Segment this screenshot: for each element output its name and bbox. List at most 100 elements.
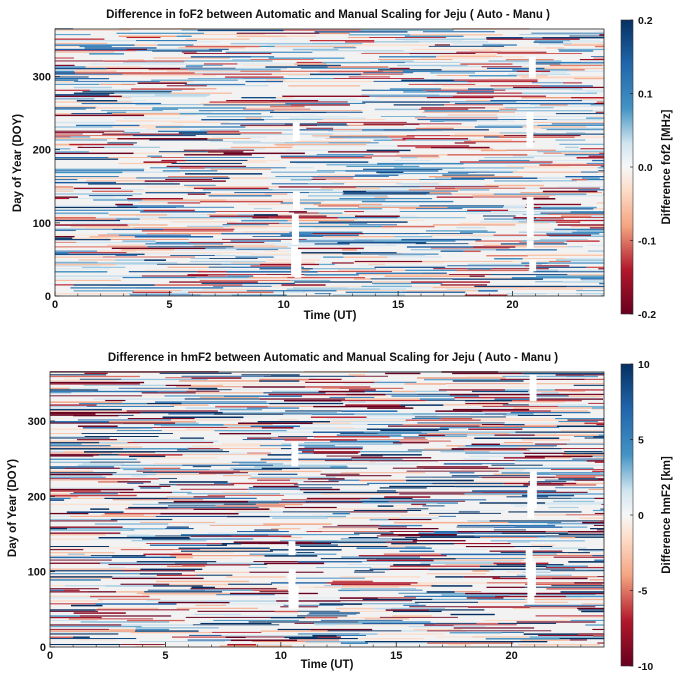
heatmap-cell xyxy=(257,479,291,481)
heatmap-cell xyxy=(411,418,442,420)
heatmap-cell xyxy=(427,433,510,435)
heatmap-cell xyxy=(418,434,445,436)
heatmap-cell xyxy=(50,591,89,593)
heatmap-cell xyxy=(592,116,604,117)
heatmap-cell xyxy=(570,40,600,42)
heatmap-cell xyxy=(157,263,222,265)
heatmap-cell xyxy=(104,497,168,500)
data-gap xyxy=(288,576,296,609)
heatmap-cell xyxy=(596,529,604,531)
heatmap-cell xyxy=(396,154,448,156)
heatmap-cell xyxy=(575,520,600,522)
heatmap-cell xyxy=(240,124,318,126)
heatmap-cell xyxy=(185,38,250,40)
heatmap-cell xyxy=(464,449,530,451)
heatmap-cell xyxy=(253,214,278,216)
heatmap-cell xyxy=(241,97,276,99)
heatmap-cell xyxy=(435,636,473,638)
heatmap-cell xyxy=(315,624,338,626)
heatmap-cell xyxy=(99,440,133,442)
heatmap-cell xyxy=(557,48,604,51)
heatmap-cell xyxy=(50,374,107,376)
heatmap-cell xyxy=(263,375,356,377)
heatmap-cell xyxy=(576,157,604,159)
heatmap-cell xyxy=(55,70,75,73)
heatmap-cell xyxy=(359,205,420,207)
heatmap-cell xyxy=(364,390,393,393)
heatmap-cell xyxy=(374,240,456,242)
heatmap-cell xyxy=(455,558,527,559)
heatmap-cell xyxy=(330,466,348,468)
heatmap-cell xyxy=(351,517,401,519)
heatmap-cell xyxy=(438,170,518,172)
heatmap-cell xyxy=(409,54,441,56)
heatmap-cell xyxy=(231,535,292,537)
heatmap-cell xyxy=(50,619,98,621)
hmf2-x-axis: 0 5 10 15 20 xyxy=(47,642,582,662)
heatmap-cell xyxy=(267,405,314,407)
heatmap-cell xyxy=(509,594,596,596)
heatmap-cell xyxy=(237,63,295,65)
heatmap-cell xyxy=(88,591,116,593)
heatmap-cell xyxy=(121,378,208,381)
heatmap-cell xyxy=(592,159,604,162)
heatmap-cell xyxy=(305,500,389,503)
heatmap-cell xyxy=(467,434,495,436)
heatmap-cell xyxy=(342,253,403,255)
heatmap-cell xyxy=(490,274,568,276)
heatmap-cell xyxy=(580,148,604,150)
heatmap-cell xyxy=(363,123,420,125)
heatmap-cell xyxy=(179,113,262,115)
heatmap-cell xyxy=(50,472,117,474)
heatmap-cell xyxy=(259,398,346,400)
heatmap-cell xyxy=(546,234,592,236)
heatmap-cell xyxy=(440,284,487,286)
heatmap-cell xyxy=(55,152,134,155)
heatmap-cell xyxy=(325,475,392,477)
heatmap-cell xyxy=(440,553,527,556)
heatmap-cell xyxy=(284,399,342,402)
heatmap-cell xyxy=(583,374,604,376)
heatmap-cell xyxy=(346,165,420,168)
heatmap-cell xyxy=(471,443,500,446)
heatmap-cell xyxy=(285,167,314,169)
heatmap-cell xyxy=(118,387,189,389)
heatmap-cell xyxy=(528,269,559,271)
heatmap-cell xyxy=(281,443,339,445)
heatmap-cell xyxy=(598,434,604,436)
heatmap-cell xyxy=(458,511,480,513)
heatmap-cell xyxy=(198,472,234,474)
heatmap-cell xyxy=(401,79,455,82)
heatmap-cell xyxy=(144,259,166,261)
heatmap-cell xyxy=(146,186,188,188)
heatmap-cell xyxy=(218,148,266,150)
heatmap-cell xyxy=(399,215,417,217)
heatmap-cell xyxy=(570,639,587,641)
heatmap-cell xyxy=(454,133,485,136)
heatmap-cell xyxy=(101,110,163,112)
heatmap-cell xyxy=(444,104,504,106)
heatmap-cell xyxy=(50,576,113,578)
heatmap-cell xyxy=(385,609,430,611)
heatmap-cell xyxy=(176,206,234,208)
heatmap-cell xyxy=(50,628,110,630)
heatmap-cell xyxy=(294,622,315,624)
heatmap-cell xyxy=(165,377,192,379)
heatmap-cell xyxy=(443,463,482,465)
heatmap-cell xyxy=(55,187,74,190)
heatmap-cell xyxy=(50,494,137,497)
heatmap-cell xyxy=(578,189,604,191)
heatmap-cell xyxy=(594,457,604,459)
heatmap-cell xyxy=(145,269,208,272)
heatmap-cell xyxy=(595,594,604,596)
heatmap-cell xyxy=(309,192,344,193)
heatmap-cell xyxy=(238,422,313,424)
heatmap-cell xyxy=(198,621,249,623)
heatmap-cell xyxy=(408,83,476,85)
heatmap-cell xyxy=(305,386,371,388)
heatmap-cell xyxy=(545,531,568,532)
heatmap-cell xyxy=(534,105,604,107)
heatmap-cell xyxy=(467,407,514,409)
heatmap-cell xyxy=(509,433,557,434)
heatmap-cell xyxy=(562,454,604,456)
